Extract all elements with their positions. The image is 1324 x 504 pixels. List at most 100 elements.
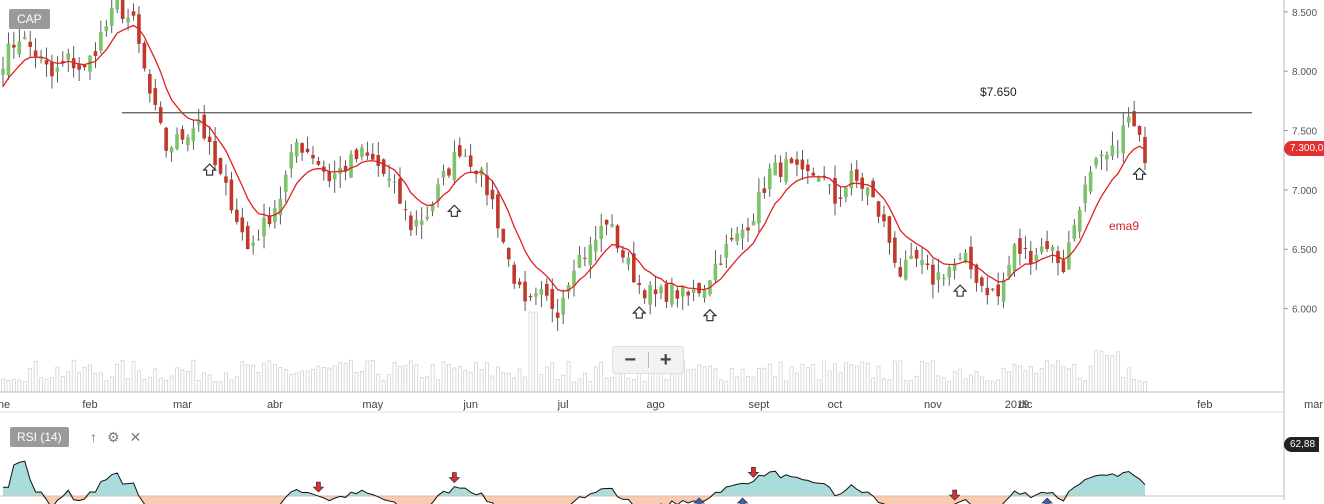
- volume-bar: [191, 359, 196, 393]
- volume-bar: [746, 376, 750, 393]
- candle-body: [213, 140, 217, 166]
- candle-body: [387, 178, 391, 181]
- candle-body: [55, 67, 60, 72]
- candle-body: [947, 267, 952, 278]
- volume-bar: [409, 360, 413, 393]
- volume-bar: [245, 364, 250, 393]
- candle-body: [996, 284, 1000, 297]
- volume-bar: [702, 366, 707, 393]
- volume-bar: [610, 376, 614, 393]
- rsi-overbought-area: [3, 461, 1145, 496]
- volume-bar: [980, 376, 984, 393]
- candle-body: [936, 272, 941, 281]
- volume-bar: [441, 361, 446, 393]
- candle-body: [447, 168, 451, 176]
- volume-bar: [974, 371, 979, 393]
- volume-bar: [1023, 370, 1028, 393]
- volume-bar: [1001, 367, 1006, 393]
- candle-body: [849, 170, 854, 189]
- candle-body: [463, 156, 468, 158]
- volume-bar: [294, 372, 299, 393]
- volume-bar: [1088, 365, 1093, 393]
- candle-body: [50, 61, 54, 77]
- candle-body: [642, 290, 647, 299]
- x-tick-label: jul: [557, 399, 569, 411]
- volume-bar: [1007, 371, 1011, 393]
- volume-bar: [213, 381, 217, 393]
- candle-body: [99, 32, 103, 51]
- volume-bar: [137, 370, 141, 393]
- zoom-out-button[interactable]: −: [624, 349, 637, 371]
- volume-bar: [131, 361, 136, 393]
- volume-bar: [512, 377, 517, 393]
- buy-arrow-icon: [447, 204, 462, 217]
- candle-body: [952, 263, 957, 271]
- candle-body: [186, 137, 190, 146]
- volume-bar: [626, 377, 631, 393]
- rsi-label[interactable]: RSI (14): [10, 427, 69, 447]
- candle-body: [452, 152, 457, 181]
- volume-bar: [71, 359, 76, 393]
- volume-bar: [234, 376, 239, 393]
- volume-bar: [22, 381, 27, 393]
- ema-line: [2, 24, 1146, 292]
- buy-arrow-icon: [693, 497, 705, 504]
- candle-body: [1132, 111, 1136, 127]
- candle-body: [811, 172, 816, 176]
- volume-bar: [1045, 360, 1049, 393]
- candle-body: [39, 56, 43, 60]
- resistance-label: $7.650: [980, 85, 1017, 99]
- volume-bar: [572, 381, 576, 393]
- candle-body: [360, 147, 364, 157]
- candle-body: [17, 41, 22, 55]
- candle-body: [784, 158, 788, 182]
- candle-body: [1012, 244, 1017, 271]
- candle-body: [343, 165, 348, 172]
- candle-body: [887, 216, 892, 243]
- candle-body: [903, 259, 908, 280]
- volume-bar: [474, 362, 478, 393]
- candle-body: [61, 61, 65, 63]
- symbol-label[interactable]: CAP: [9, 9, 50, 29]
- candle-body: [523, 281, 527, 302]
- volume-bar: [175, 367, 179, 393]
- candle-body: [1126, 116, 1131, 123]
- volume-bar: [463, 369, 468, 393]
- candle-body: [66, 53, 71, 60]
- volume-bar: [952, 371, 957, 393]
- volume-bar: [387, 374, 391, 393]
- volume-bar: [1121, 377, 1126, 393]
- close-icon[interactable]: ✕: [129, 428, 142, 445]
- volume-bar: [28, 368, 33, 393]
- candle-body: [235, 209, 239, 222]
- candle-body: [501, 228, 506, 243]
- volume-bar: [321, 367, 326, 393]
- volume-bar: [332, 365, 337, 393]
- candle-body: [751, 221, 756, 226]
- volume-bar: [202, 372, 207, 393]
- sell-arrow-icon: [948, 489, 961, 501]
- volume-bar: [876, 365, 881, 393]
- zoom-in-button[interactable]: +: [659, 349, 672, 371]
- volume-bar: [816, 379, 821, 393]
- move-up-icon[interactable]: ↑: [90, 429, 97, 445]
- candle-body: [588, 244, 593, 265]
- candle-body: [93, 51, 98, 56]
- volume-bar: [60, 376, 65, 393]
- candle-body: [566, 284, 571, 292]
- x-tick-label: nov: [924, 399, 942, 411]
- volume-bar: [256, 372, 261, 393]
- candle-body: [909, 255, 913, 259]
- candle-body: [1143, 136, 1147, 164]
- gear-icon[interactable]: ⚙: [107, 428, 120, 445]
- volume-bar: [805, 367, 810, 393]
- volume-bar: [544, 366, 549, 393]
- volume-bar: [925, 362, 930, 393]
- candle-body: [392, 181, 397, 183]
- candle-body: [512, 264, 516, 284]
- candle-body: [278, 198, 283, 216]
- x-tick-label: jun: [462, 399, 478, 411]
- volume-bar: [833, 363, 837, 393]
